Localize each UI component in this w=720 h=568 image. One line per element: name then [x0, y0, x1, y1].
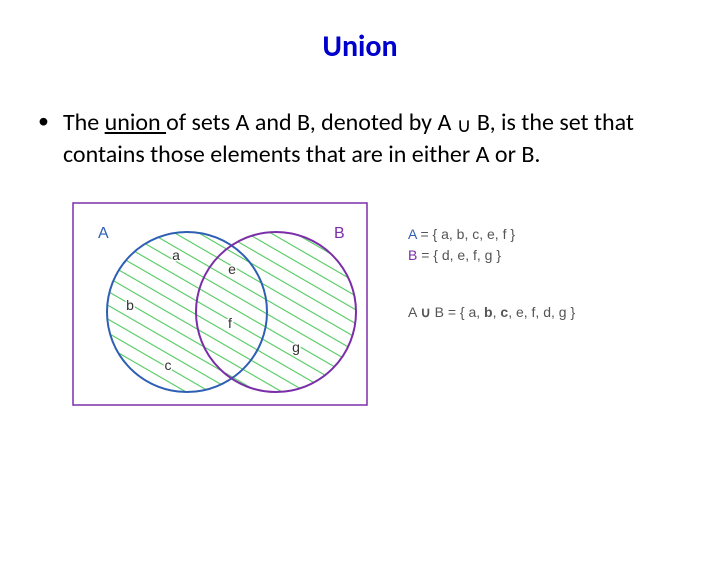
bullet-prefix: The — [63, 108, 105, 137]
union-symbol-icon: ∪ — [457, 113, 472, 140]
eq-union-b: B — [431, 304, 444, 320]
svg-text:c: c — [165, 357, 172, 373]
content-row: ABabcefg A = { a, b, c, e, f } B = { d, … — [0, 202, 720, 406]
slide-title: Union — [0, 28, 720, 65]
eq-union-rhs: = { a, b, c, e, f, d, g } — [444, 304, 575, 320]
bullet-text: The union of sets A and B, denoted by A … — [63, 107, 700, 172]
eq-union-a: A — [408, 304, 420, 320]
equation-a: A = { a, b, c, e, f } — [408, 224, 575, 245]
eq-b-label: B — [408, 247, 417, 263]
eq-a-set: = { a, b, c, e, f } — [417, 226, 515, 242]
bullet-dot: • — [38, 107, 49, 136]
bullet-underlined: union — [105, 108, 166, 137]
venn-diagram: A Ba b c e f g — [72, 202, 368, 406]
equations-block: A = { a, b, c, e, f } B = { d, e, f, g }… — [408, 202, 575, 406]
eq-union-symbol: ∪ — [420, 304, 430, 320]
svg-text:a: a — [172, 247, 180, 263]
eq-b-set: = { d, e, f, g } — [417, 247, 501, 263]
svg-text:g: g — [292, 339, 300, 355]
svg-text:f: f — [228, 315, 232, 331]
bullet-block: • The union of sets A and B, denoted by … — [38, 107, 700, 172]
eq-a-label: A — [408, 226, 417, 242]
svg-text:b: b — [126, 297, 134, 313]
equation-union: A ∪ B = { a, b, c, e, f, d, g } — [408, 302, 575, 323]
bullet-mid1: of sets A and B, denoted by A — [166, 108, 457, 137]
svg-text:B: B — [334, 225, 345, 242]
equation-b: B = { d, e, f, g } — [408, 245, 575, 266]
svg-text:e: e — [228, 261, 236, 277]
svg-text:A: A — [98, 225, 109, 242]
